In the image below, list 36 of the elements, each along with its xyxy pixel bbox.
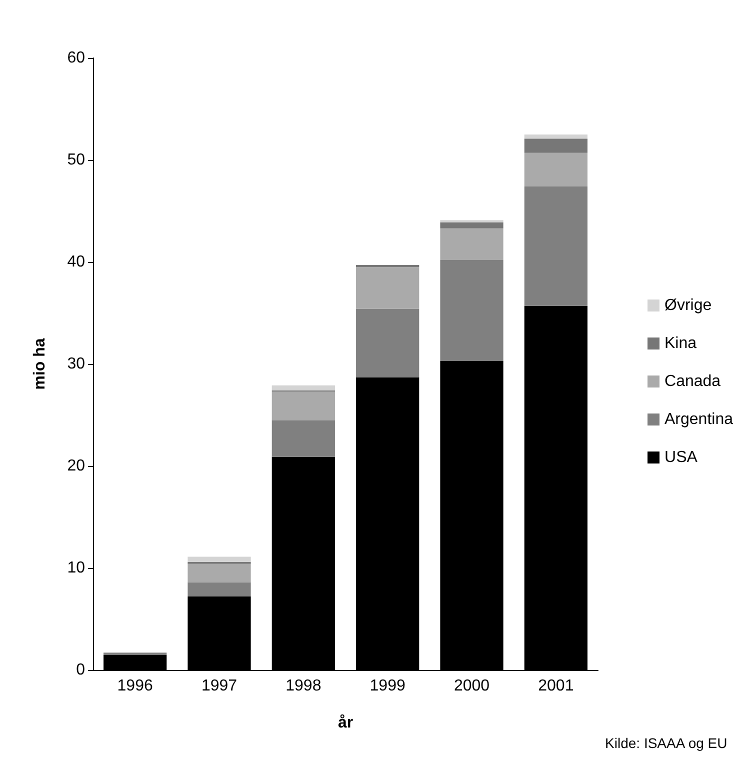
legend-label: Argentina <box>664 411 734 428</box>
y-tick-label: 0 <box>76 662 86 678</box>
bar <box>440 228 504 260</box>
bar <box>188 556 251 562</box>
x-tick-label: 1996 <box>117 678 153 694</box>
x-tick-label: 1998 <box>286 678 322 694</box>
bar <box>524 134 588 139</box>
y-tick-label: 60 <box>67 50 86 66</box>
text: Kilde: ISAAA og EU <box>605 735 728 751</box>
bar <box>440 260 504 361</box>
y-tick-label: 30 <box>67 356 86 372</box>
y-axis-title: mio ha <box>32 338 48 390</box>
y-tick-label: 50 <box>67 152 86 168</box>
bar <box>356 308 420 378</box>
bar <box>524 138 588 153</box>
y-tick-label: 20 <box>67 458 86 474</box>
legend-label: Øvrige <box>664 297 712 314</box>
x-tick-label: 1997 <box>201 678 238 694</box>
legend-label: Kina <box>664 335 697 352</box>
x-tick-label: 1999 <box>370 678 406 694</box>
x-tick-label: 2000 <box>454 678 490 694</box>
legend-label: Canada <box>664 373 721 390</box>
bar <box>356 267 420 309</box>
bar <box>188 564 251 582</box>
y-tick-label: 40 <box>67 254 86 270</box>
y-tick-label: 10 <box>67 560 86 576</box>
bar <box>272 392 335 420</box>
x-tick-label: 2001 <box>538 678 574 694</box>
bar <box>188 582 251 597</box>
bar <box>440 222 504 228</box>
bar <box>272 385 335 391</box>
legend-label: USA <box>664 449 698 466</box>
bar <box>272 420 335 457</box>
x-axis-title: år <box>338 714 354 732</box>
bar <box>524 152 588 187</box>
bar <box>524 186 588 306</box>
